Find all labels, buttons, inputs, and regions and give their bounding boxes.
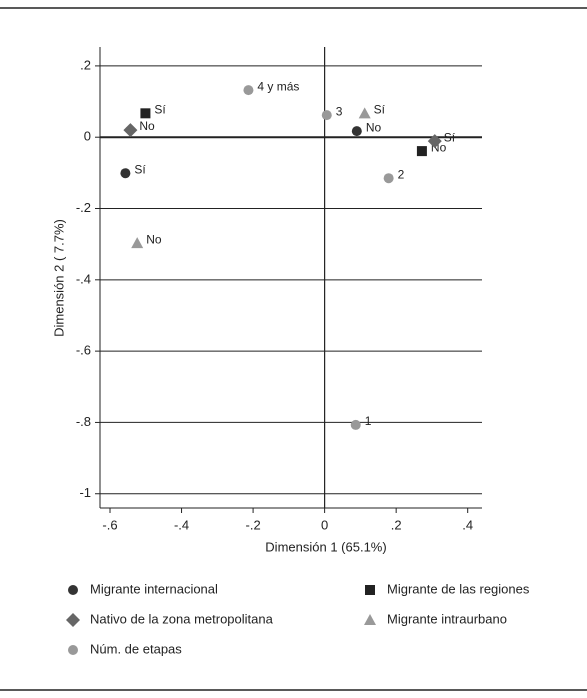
point-label: 1 — [365, 414, 372, 428]
y-tick-label: .2 — [80, 57, 91, 72]
point — [243, 85, 254, 96]
point — [383, 173, 394, 184]
y-tick-label: -.6 — [76, 343, 91, 358]
legend-marker — [66, 613, 80, 627]
point-label: 3 — [336, 104, 343, 118]
y-axis-label: Dimensión 2 ( 7.7%) — [51, 219, 66, 337]
legend-marker — [68, 585, 78, 595]
point-label: No — [366, 120, 382, 134]
x-tick-label: -.4 — [174, 517, 189, 532]
legend-label: Nativo de la zona metropolitana — [90, 611, 274, 626]
point-label: No — [146, 232, 162, 246]
legend-label: Migrante intraurbano — [387, 611, 507, 626]
point-label: Sí — [374, 102, 386, 116]
legend-label: Migrante de las regiones — [387, 581, 530, 596]
x-axis-label: Dimensión 1 (65.1%) — [265, 539, 386, 554]
point-label: 2 — [398, 167, 405, 181]
x-tick-label: -.6 — [102, 517, 117, 532]
y-tick-label: -.2 — [76, 200, 91, 215]
y-tick-label: -.8 — [76, 414, 91, 429]
point-label: No — [139, 119, 155, 133]
legend-label: Núm. de etapas — [90, 641, 182, 656]
x-tick-label: 0 — [321, 517, 328, 532]
point — [120, 168, 131, 179]
y-tick-label: 0 — [84, 129, 91, 144]
legend-marker — [364, 614, 376, 625]
point — [321, 110, 332, 121]
point — [351, 126, 362, 137]
point-label: Sí — [444, 130, 456, 144]
x-tick-label: .2 — [391, 517, 402, 532]
x-tick-label: -.2 — [246, 517, 261, 532]
point — [350, 419, 361, 430]
point — [358, 107, 371, 119]
point-label: Sí — [154, 102, 166, 116]
point — [123, 123, 138, 138]
legend-label: Migrante internacional — [90, 581, 218, 596]
point — [416, 146, 427, 157]
legend-marker — [68, 645, 78, 655]
x-tick-label: .4 — [462, 517, 473, 532]
point — [427, 134, 442, 149]
point-label: 4 y más — [257, 79, 299, 93]
point — [140, 108, 151, 119]
point-label: Sí — [134, 162, 146, 176]
y-tick-label: -1 — [79, 485, 91, 500]
legend-marker — [365, 585, 375, 595]
point — [131, 237, 144, 249]
y-tick-label: -.4 — [76, 271, 91, 286]
